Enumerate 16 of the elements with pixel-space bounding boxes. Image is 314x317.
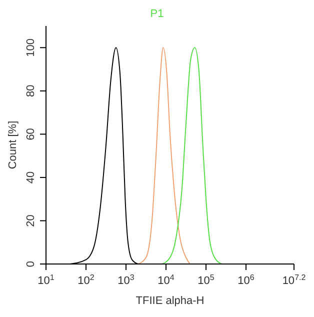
x-axis-title: TFIIE alpha-H	[136, 295, 204, 307]
x-tick-label: 10$^{5}$	[198, 272, 215, 287]
x-tick-label: 10$^{3}$	[118, 272, 135, 287]
y-tick-label: 80	[25, 84, 37, 98]
x-tick-label: 10$^{4}$	[158, 272, 175, 287]
y-axis-title: Count [%]	[6, 120, 19, 170]
x-tick-label: 10$^{1}$	[38, 272, 55, 287]
y-tick-label: 60	[25, 128, 37, 140]
y-tick-label: 0	[25, 260, 37, 268]
chart-title: P1	[149, 8, 165, 22]
x-tick-label: 10$^{7.2}$	[282, 272, 306, 287]
x-tick-label: 10$^{6}$	[238, 272, 255, 287]
x-tick-label: 10$^{2}$	[78, 272, 95, 287]
y-tick-label: 20	[25, 214, 37, 227]
y-tick-label: 40	[25, 171, 37, 184]
y-tick-label: 100	[25, 38, 37, 57]
